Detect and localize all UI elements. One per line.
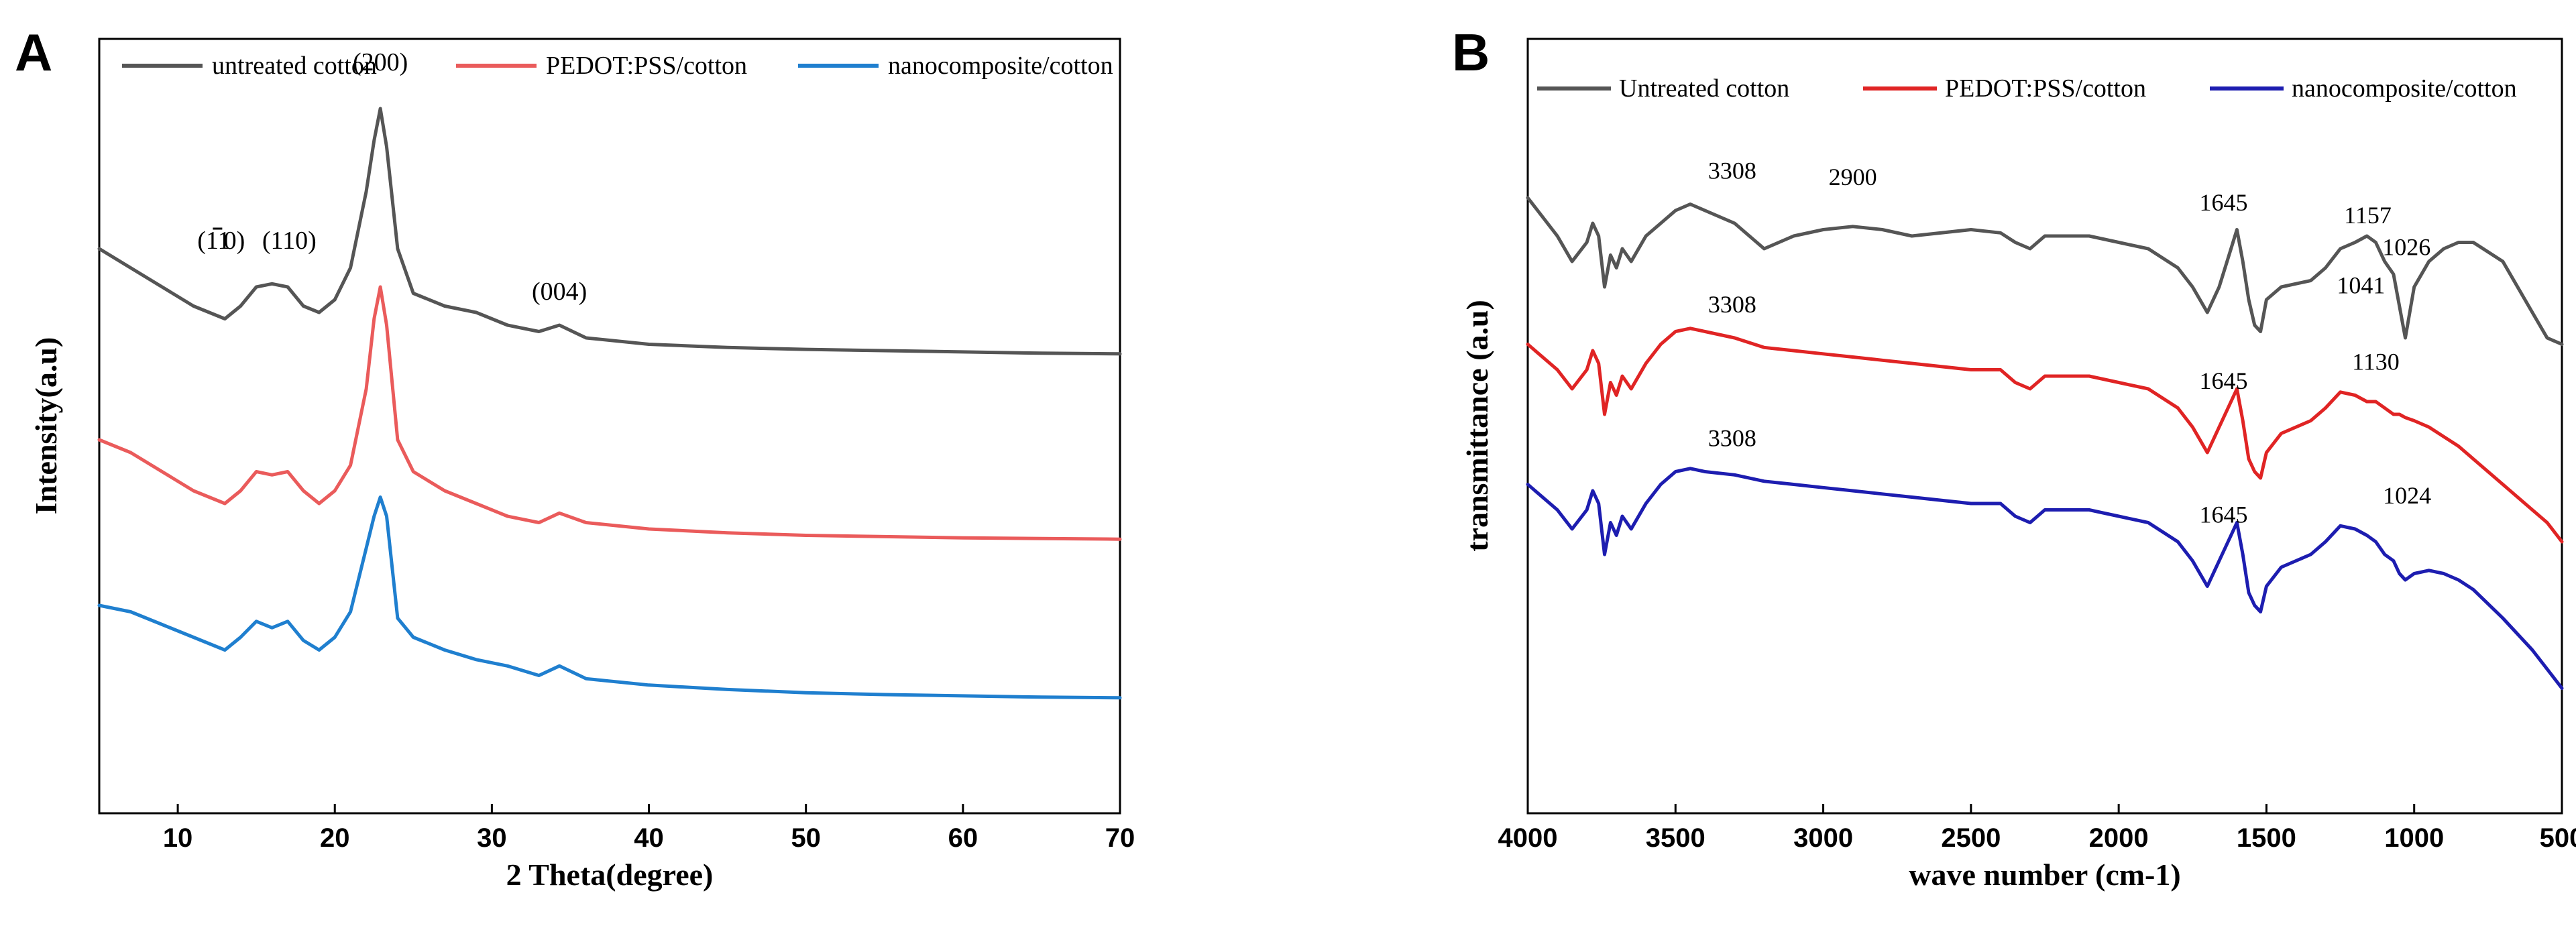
- peak-label: 1645: [2200, 501, 2248, 528]
- series-line-pedot-pss-cotton: [97, 285, 1122, 541]
- panel-a-letter: A: [15, 23, 52, 82]
- peak-label: 2900: [1829, 164, 1877, 190]
- legend-entry: nanocomposite/cotton: [888, 52, 1113, 80]
- panel-a-y-axis-title: Intensity(a.u): [29, 337, 63, 515]
- panel-a-plot-frame: [98, 38, 1121, 815]
- x-tick-label: 500: [2540, 823, 2576, 853]
- panel-b-x-axis-title: wave number (cm-1): [1909, 858, 2180, 892]
- x-tick-label: 2500: [1941, 823, 2001, 853]
- x-tick-label: 20: [320, 823, 350, 853]
- peak-label: 0): [224, 227, 245, 255]
- series-line-pedot-pss-cotton: [1526, 327, 2564, 544]
- panel-b-annotations: 3308 2900 1645 1157 1026 1041 3308 1645 1130 3308…: [1708, 158, 2431, 528]
- peak-label: 1157: [2344, 202, 2392, 229]
- legend-entry: untreated cotton: [212, 52, 377, 80]
- panel-a-annotations: (200) (110) (110) (004): [197, 48, 587, 306]
- panel-a-legend: untreated cotton PEDOT:PSS/cotton nanocomp…: [122, 52, 1113, 80]
- x-tick-label: 1000: [2384, 823, 2444, 853]
- panel-b-plot-frame: [1526, 38, 2563, 815]
- series-line-nanocomposite-cotton: [97, 495, 1122, 700]
- x-tick-label: 2000: [2089, 823, 2149, 853]
- legend-entry: PEDOT:PSS/cotton: [1945, 74, 2146, 103]
- x-tick-label: 40: [634, 823, 664, 853]
- peak-label: 1024: [2383, 482, 2431, 509]
- legend-entry: PEDOT:PSS/cotton: [546, 52, 747, 80]
- peak-label: 1130: [2352, 349, 2400, 375]
- peak-label: (11: [197, 227, 230, 255]
- peak-label: (004): [532, 278, 587, 306]
- panel-b-series: [1526, 196, 2564, 690]
- series-line-untreated-cotton: [1526, 196, 2564, 346]
- peak-label: 3308: [1708, 425, 1756, 452]
- peak-label: 1041: [2337, 272, 2385, 299]
- x-tick-label: 60: [948, 823, 978, 853]
- panel-b-letter: B: [1452, 23, 1490, 82]
- peak-label: 3308: [1708, 158, 1756, 184]
- series-line-untreated-cotton: [97, 107, 1122, 356]
- peak-label: 1026: [2382, 234, 2430, 261]
- peak-label: (200): [353, 48, 408, 76]
- x-tick-label: 1500: [2237, 823, 2296, 853]
- panel-b-ftir-chart: B Untreated cotton PEDOT:PSS/cotton nanoco…: [1452, 23, 2576, 892]
- panel-b-legend: Untreated cotton PEDOT:PSS/cotton nanocomp…: [1537, 74, 2517, 103]
- panel-b-x-ticks: 4000 3500 3000 2500 2000 1500 1000 500: [1498, 804, 2576, 853]
- x-tick-label: 3500: [1646, 823, 1705, 853]
- panel-a-x-axis-title: 2 Theta(degree): [506, 858, 714, 892]
- panel-b-y-axis-title: transmittance (a.u): [1460, 300, 1494, 552]
- x-tick-label: 30: [477, 823, 507, 853]
- series-line-nanocomposite-cotton: [1526, 467, 2564, 690]
- peak-label: 3308: [1708, 291, 1756, 318]
- panel-a-x-ticks: 10 20 30 40 50 60 70: [163, 804, 1135, 853]
- panel-a-xrd-chart: A untreated cotton PEDOT:PSS/cotton nanoco…: [15, 23, 1135, 892]
- peak-label: 1645: [2200, 367, 2248, 394]
- x-tick-label: 3000: [1793, 823, 1853, 853]
- x-tick-label: 10: [163, 823, 193, 853]
- legend-entry: Untreated cotton: [1619, 74, 1789, 103]
- x-tick-label: 4000: [1498, 823, 1558, 853]
- peak-label: (110): [262, 227, 317, 255]
- legend-entry: nanocomposite/cotton: [2292, 74, 2517, 103]
- x-tick-label: 70: [1105, 823, 1135, 853]
- x-tick-label: 50: [791, 823, 821, 853]
- panel-a-series: [97, 107, 1122, 700]
- peak-label: 1645: [2200, 189, 2248, 216]
